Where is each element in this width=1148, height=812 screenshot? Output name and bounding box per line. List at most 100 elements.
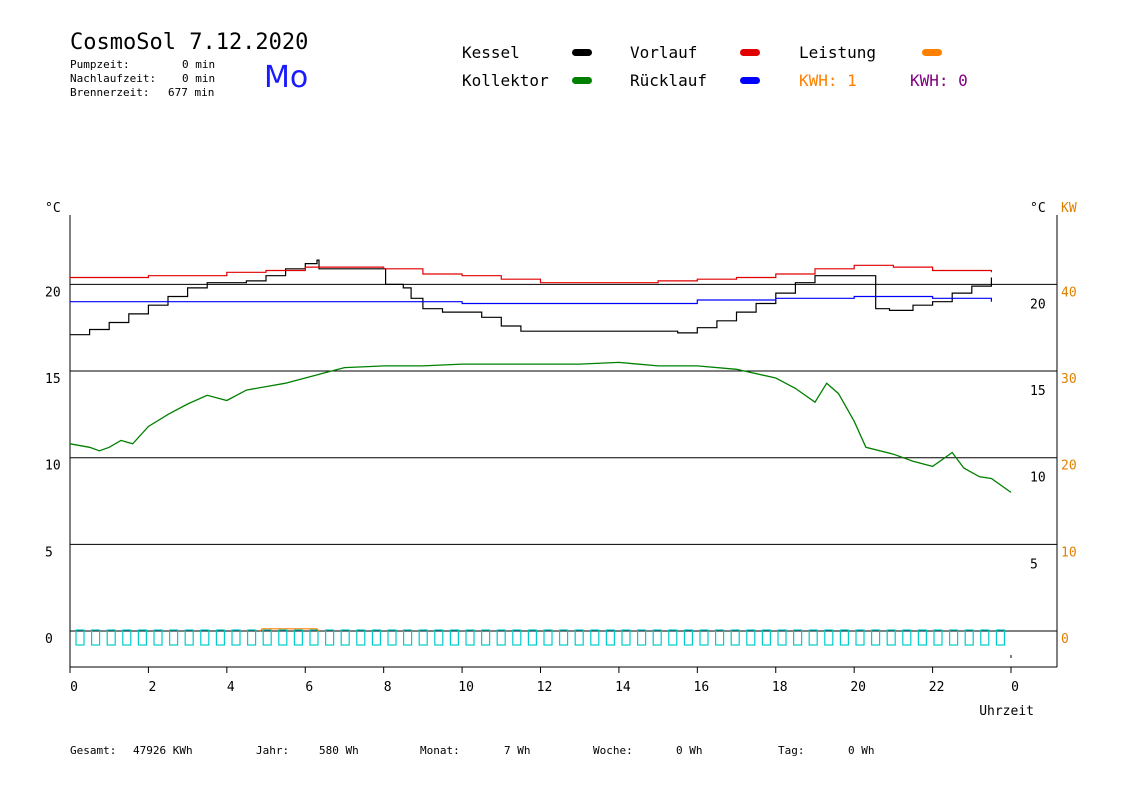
page-title: CosmoSol 7.12.2020: [70, 30, 309, 55]
pump-block: [574, 629, 584, 646]
y-tick-label-left: 10: [45, 459, 61, 474]
pump-block: [512, 629, 522, 646]
pump-block: [917, 629, 928, 646]
pump-block: [293, 629, 303, 646]
series-lines: [69, 259, 1012, 632]
footer-monat-value: 7 Wh: [504, 744, 531, 757]
pump-block: [683, 629, 694, 646]
pump-block: [699, 629, 709, 646]
pump-block: [933, 629, 943, 646]
pump-block: [106, 629, 116, 646]
pump-block: [886, 629, 896, 646]
pump-block: [122, 629, 132, 646]
pump-block: [527, 629, 538, 646]
x-tick-label: 0: [1011, 680, 1019, 695]
series-line-kollektor: [69, 361, 1012, 493]
pump-block: [652, 629, 662, 646]
pump-block: [481, 629, 491, 646]
pump-block: [668, 629, 678, 646]
pump-block: [746, 629, 756, 646]
y-tick-label-left: 15: [45, 372, 61, 387]
x-axis-title: Uhrzeit: [979, 704, 1034, 719]
pump-block: [387, 629, 397, 646]
x-tick-label: 4: [227, 680, 235, 695]
legend-kollektor-label: Kollektor: [462, 71, 549, 90]
legend-leistung-label: Leistung: [799, 43, 877, 62]
pump-block: [496, 629, 506, 646]
pump-block: [449, 629, 459, 646]
series-line-kessel: [70, 259, 992, 336]
pump-block: [902, 629, 912, 646]
footer-tag-label: Tag:: [778, 744, 805, 757]
y-tick-label-right: 10: [1030, 471, 1046, 486]
footer-jahr-label: Jahr:: [256, 744, 290, 757]
x-tick-label: 2: [149, 680, 157, 695]
pump-block: [605, 629, 616, 646]
pump-block: [855, 629, 865, 646]
pump-blocks: [75, 629, 1006, 646]
pump-block: [636, 629, 647, 646]
pump-block: [808, 629, 818, 646]
pump-block: [995, 629, 1006, 646]
stat-pumpzeit-label: Pumpzeit:: [70, 58, 130, 71]
pump-block: [980, 629, 990, 646]
footer-jahr-value: 580 Wh: [319, 744, 359, 757]
pump-block: [153, 629, 163, 646]
pump-block: [169, 629, 179, 646]
footer-gesamt-value: 47926 KWh: [133, 744, 193, 757]
pump-block: [558, 629, 569, 646]
y-tick-label-right: 20: [1030, 297, 1046, 312]
legend-kollektor-swatch: [572, 77, 592, 84]
y-tick-label-left: 0: [45, 632, 53, 647]
x-tick-label: 14: [615, 680, 631, 695]
y-tick-label-kw: 0: [1061, 632, 1069, 647]
stat-nachlaufzeit-value: 0 min: [182, 72, 216, 85]
footer-gesamt-label: Gesamt:: [70, 744, 117, 757]
legend-kessel-swatch: [572, 49, 592, 56]
series-line-rcklauf: [70, 295, 992, 305]
legend-ruecklauf-label: Rücklauf: [630, 71, 708, 90]
pump-block: [262, 629, 272, 646]
legend-leistung-swatch: [922, 49, 942, 56]
pump-block: [231, 629, 241, 646]
pump-block: [590, 629, 600, 646]
pump-block: [137, 629, 147, 646]
pump-block: [278, 629, 288, 646]
x-tick-label: 0: [70, 680, 78, 695]
y-tick-label-kw: 10: [1061, 545, 1077, 560]
pump-block: [184, 629, 194, 646]
legend-kwh1: KWH: 1: [799, 71, 857, 90]
legend-vorlauf-swatch: [740, 49, 760, 56]
chart-axes: [69, 215, 1058, 673]
pump-block: [777, 629, 787, 646]
series-line-leistung: [259, 628, 320, 632]
pump-block: [870, 629, 881, 646]
chart-grid: [70, 283, 1057, 632]
pump-block: [714, 629, 725, 646]
pump-block: [761, 629, 772, 646]
pump-block: [356, 629, 366, 646]
pump-block: [465, 629, 475, 646]
legend-ruecklauf-swatch: [740, 77, 760, 84]
pump-block: [90, 629, 101, 646]
weekday-label: Mo: [264, 60, 309, 95]
y-tick-label-left: 5: [45, 545, 53, 560]
stat-pumpzeit-value: 0 min: [182, 58, 216, 71]
y-axis-unit-right: °C: [1030, 201, 1046, 216]
stat-nachlaufzeit-label: Nachlaufzeit:: [70, 72, 157, 85]
x-tick-label: 10: [458, 680, 474, 695]
legend-kessel-label: Kessel: [462, 43, 520, 62]
pump-block: [247, 629, 257, 646]
x-tick-label: 16: [694, 680, 710, 695]
x-tick-label: 8: [384, 680, 392, 695]
y-tick-label-right: 15: [1030, 384, 1046, 399]
x-tick-label: 6: [305, 680, 313, 695]
x-tick-label: 22: [929, 680, 945, 695]
y-tick-label-kw: 20: [1061, 459, 1077, 474]
legend-vorlauf-label: Vorlauf: [630, 43, 698, 62]
footer-tag-value: 0 Wh: [848, 744, 875, 757]
pump-block: [839, 629, 850, 646]
pump-block: [340, 629, 350, 646]
pump-block: [371, 629, 381, 646]
